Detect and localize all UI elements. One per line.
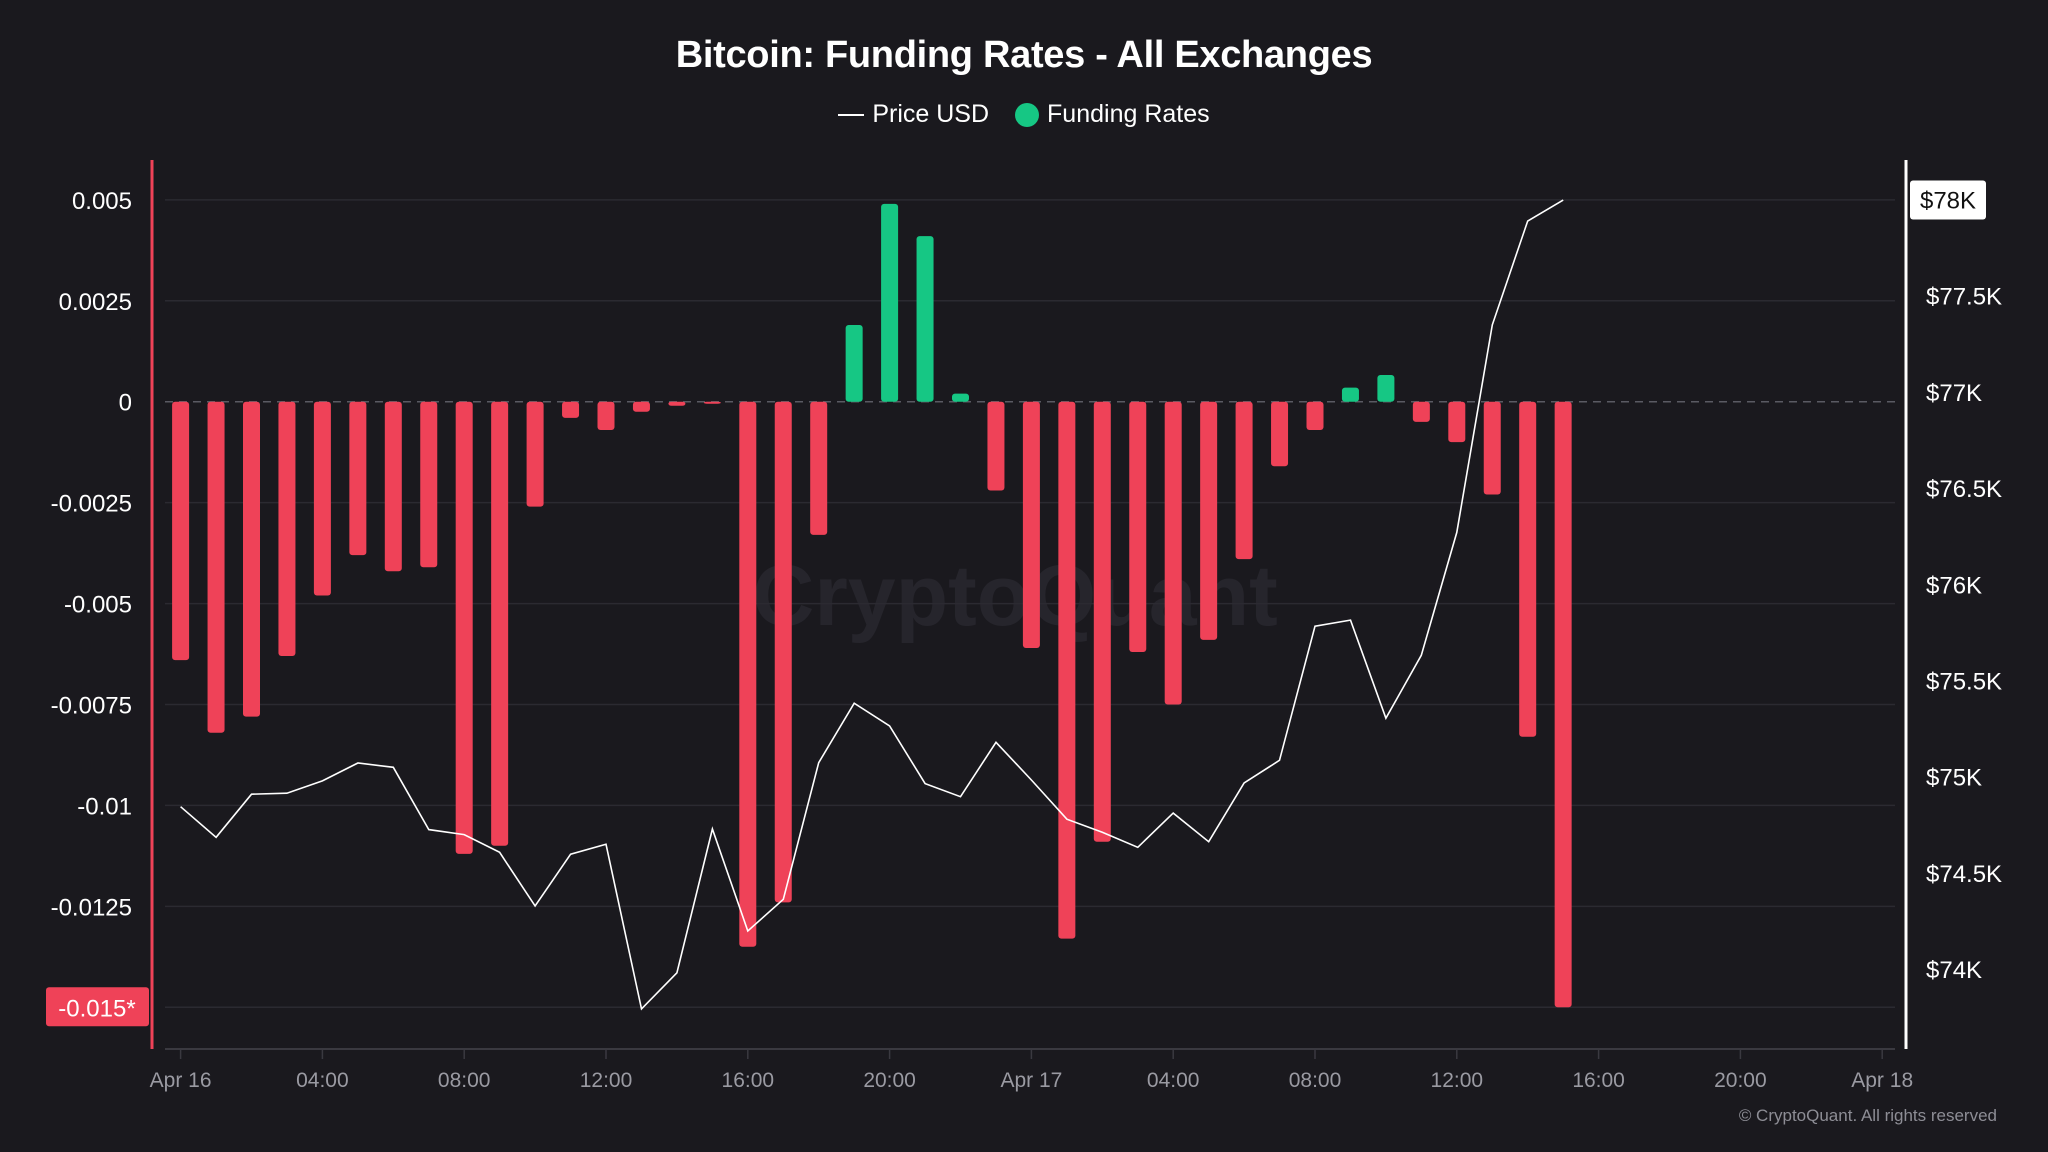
right-y-tick-label: $77.5K: [1926, 284, 2002, 311]
x-tick-label: Apr 18: [1851, 1069, 1913, 1092]
funding-rate-bar[interactable]: [278, 401, 296, 657]
funding-rate-bar[interactable]: [916, 236, 934, 402]
funding-rate-bar[interactable]: [1022, 401, 1040, 648]
x-tick-label: Apr 16: [150, 1069, 212, 1092]
funding-rate-bar[interactable]: [420, 401, 438, 568]
chart-title: Bitcoin: Funding Rates - All Exchanges: [675, 34, 1373, 76]
x-tick-label: 16:00: [1572, 1069, 1625, 1092]
x-tick-label: 20:00: [863, 1069, 916, 1092]
current-value-badge-label: -0.015*: [58, 995, 135, 1022]
funding-rate-bar[interactable]: [1093, 401, 1111, 842]
left-y-tick-label: -0.0125: [51, 894, 132, 921]
funding-rate-bar[interactable]: [845, 324, 863, 402]
funding-rate-bar[interactable]: [987, 401, 1005, 491]
funding-rate-bar[interactable]: [1483, 401, 1501, 495]
left-y-tick-label: -0.0025: [51, 491, 132, 518]
funding-rate-bar[interactable]: [1164, 401, 1182, 705]
price-usd-line[interactable]: [180, 199, 1564, 1011]
funding-rate-bar[interactable]: [1129, 401, 1147, 653]
x-tick-label: 12:00: [580, 1069, 633, 1092]
current-price-badge-label: $78K: [1920, 188, 1976, 215]
funding-rate-bar[interactable]: [668, 401, 686, 406]
right-y-tick-label: $76K: [1926, 572, 1982, 599]
x-tick-label: 04:00: [296, 1069, 349, 1092]
right-y-tick-label: $77K: [1926, 380, 1982, 407]
funding-rate-bar[interactable]: [1058, 401, 1076, 939]
left-y-tick-label: 0.0025: [59, 289, 132, 316]
funding-rate-bar[interactable]: [384, 401, 402, 572]
funding-rate-bar[interactable]: [703, 401, 721, 404]
chart-legend: Price USD Funding Rates: [0, 100, 2048, 129]
funding-rate-bar[interactable]: [1271, 401, 1289, 467]
funding-rate-bar[interactable]: [810, 401, 828, 535]
funding-rate-bar[interactable]: [1554, 401, 1572, 1008]
left-y-tick-label: -0.005: [64, 592, 132, 619]
funding-rate-bar[interactable]: [881, 203, 899, 402]
x-axis-ticks: Apr 16 04:00 08:00 12:00 16:00 20:00 Apr 17 04:…: [150, 1049, 1913, 1092]
copyright-footer: © CryptoQuant. All rights reserved: [1738, 1106, 1997, 1125]
axes: [150, 160, 1908, 1050]
funding-rate-bar[interactable]: [207, 401, 225, 733]
funding-rate-bar[interactable]: [1377, 375, 1395, 402]
x-tick-label: 04:00: [1147, 1069, 1200, 1092]
funding-rate-bar[interactable]: [597, 401, 615, 430]
legend-item-price-usd[interactable]: Price USD: [838, 100, 989, 129]
x-tick-label: 12:00: [1431, 1069, 1484, 1092]
right-y-axis-ticks: $77.5K $77K $76.5K $76K $75.5K $75K $74.5K $74K…: [1910, 180, 2002, 984]
gridlines: [165, 199, 1895, 1009]
x-tick-label: 08:00: [438, 1069, 491, 1092]
legend-label-price-usd: Price USD: [872, 100, 990, 128]
x-tick-label: 20:00: [1714, 1069, 1767, 1092]
funding-rate-bar[interactable]: [455, 401, 473, 854]
funding-rate-bar[interactable]: [349, 401, 367, 556]
left-y-tick-label: -0.01: [77, 793, 132, 820]
x-tick-label: 16:00: [722, 1069, 775, 1092]
current-value-badge: [46, 987, 149, 1027]
dot-marker-icon: [1015, 102, 1040, 127]
funding-rate-bar[interactable]: [1519, 401, 1537, 737]
funding-rate-bar[interactable]: [774, 401, 792, 903]
funding-rate-bar[interactable]: [313, 401, 331, 596]
right-y-tick-label: $76.5K: [1926, 476, 2002, 503]
funding-rate-bar[interactable]: [1412, 401, 1430, 422]
left-y-tick-label: 0: [119, 390, 132, 417]
funding-rate-bar[interactable]: [491, 401, 509, 846]
funding-rate-bars: [172, 203, 1572, 1008]
funding-rate-bar[interactable]: [952, 393, 969, 402]
funding-rate-bar[interactable]: [1448, 401, 1466, 443]
right-y-tick-label: $74.5K: [1926, 861, 2002, 888]
funding-rate-bar[interactable]: [562, 401, 580, 418]
left-y-axis-ticks: 0.005 0.0025 0 -0.0025 -0.005 -0.0075 -0.01 -0.…: [46, 188, 149, 1027]
funding-rate-bar[interactable]: [172, 401, 190, 661]
funding-rate-bar[interactable]: [1306, 401, 1324, 430]
current-price-badge: [1910, 180, 1986, 220]
right-y-tick-label: $75.5K: [1926, 669, 2002, 696]
funding-rate-bar[interactable]: [632, 401, 650, 412]
left-y-tick-label: -0.0075: [51, 692, 132, 719]
funding-rate-bar[interactable]: [739, 401, 757, 947]
right-y-tick-label: $74K: [1926, 957, 1982, 984]
right-y-tick-label: $75K: [1926, 765, 1982, 792]
legend-label-funding-rates: Funding Rates: [1047, 100, 1210, 128]
x-tick-label: 08:00: [1289, 1069, 1342, 1092]
price-line-layer: [180, 199, 1564, 1011]
funding-rate-bar[interactable]: [1341, 387, 1359, 402]
left-y-tick-label: 0.005: [72, 188, 132, 215]
funding-rate-bar[interactable]: [1235, 401, 1253, 560]
funding-rate-bar[interactable]: [243, 401, 260, 717]
legend-item-funding-rates[interactable]: Funding Rates: [1015, 100, 1210, 129]
x-tick-label: Apr 17: [1000, 1069, 1062, 1092]
watermark: CryptoQuant: [752, 548, 1278, 644]
funding-rate-bar[interactable]: [1200, 401, 1218, 640]
line-marker-icon: [838, 113, 865, 116]
funding-rate-bar[interactable]: [526, 401, 544, 507]
